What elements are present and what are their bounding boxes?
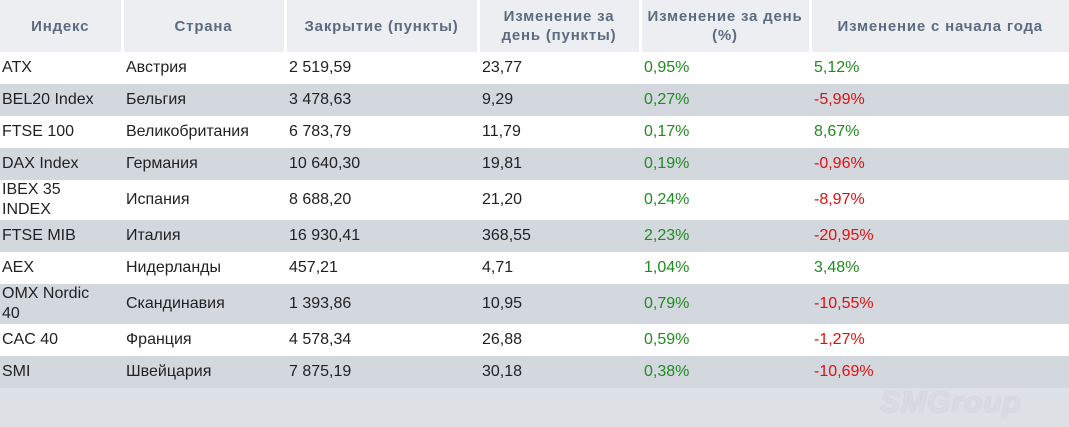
table-cell: -20,95% xyxy=(810,220,1069,252)
table-cell: 0,79% xyxy=(640,284,810,324)
table-cell: 0,19% xyxy=(640,148,810,180)
table-cell: OMX Nordic 40 xyxy=(0,284,122,324)
watermark: SMGroup xyxy=(880,386,1022,419)
table-cell: -8,97% xyxy=(810,180,1069,220)
table-cell: 9,29 xyxy=(478,84,640,116)
column-header: Изменение с начала года xyxy=(810,0,1069,52)
column-header: Индекс xyxy=(0,0,124,52)
table-row: AEX Нидерланды 457,21 4,71 1,04% 3,48% xyxy=(0,252,1069,284)
table-cell: 0,38% xyxy=(640,356,810,388)
table-row: FTSE 100 Великобритания 6 783,79 11,79 0,17%… xyxy=(0,116,1069,148)
table-cell: -10,69% xyxy=(810,356,1069,388)
table-cell: Франция xyxy=(122,324,285,356)
table-cell: 21,20 xyxy=(478,180,640,220)
table-row: OMX Nordic 40 Скандинавия 1 393,86 10,95 0,7… xyxy=(0,284,1069,324)
table-cell: 0,59% xyxy=(640,324,810,356)
header-row: Индекс Страна Закрытие (пункты) Изменение з… xyxy=(0,0,1069,52)
table-cell: 368,55 xyxy=(478,220,640,252)
table-cell: Бельгия xyxy=(122,84,285,116)
table-cell: 4,71 xyxy=(478,252,640,284)
table-cell: FTSE 100 xyxy=(0,116,122,148)
table-cell: -0,96% xyxy=(810,148,1069,180)
table-cell: 26,88 xyxy=(478,324,640,356)
table-cell: AEX xyxy=(0,252,122,284)
table-cell: Австрия xyxy=(122,52,285,84)
column-header: Страна xyxy=(122,0,287,52)
table-cell: BEL20 Index xyxy=(0,84,122,116)
table-cell: 1,04% xyxy=(640,252,810,284)
table-cell: 0,95% xyxy=(640,52,810,84)
index-table: Индекс Страна Закрытие (пункты) Изменение з… xyxy=(0,0,1069,388)
table-cell: -10,55% xyxy=(810,284,1069,324)
table-cell: Швейцария xyxy=(122,356,285,388)
table-cell: Великобритания xyxy=(122,116,285,148)
table-cell: 19,81 xyxy=(478,148,640,180)
table-cell: Германия xyxy=(122,148,285,180)
table-row: DAX Index Германия 10 640,30 19,81 0,19% -0,9… xyxy=(0,148,1069,180)
table-cell: 10,95 xyxy=(478,284,640,324)
table-row: IBEX 35 INDEX Испания 8 688,20 21,20 0,24% -8… xyxy=(0,180,1069,220)
table-cell: 0,24% xyxy=(640,180,810,220)
column-header: Изменение за день (пункты) xyxy=(478,0,642,52)
table-cell: 8 688,20 xyxy=(285,180,478,220)
table-cell: 11,79 xyxy=(478,116,640,148)
table-cell: IBEX 35 INDEX xyxy=(0,180,122,220)
table-cell: Италия xyxy=(122,220,285,252)
table-cell: Нидерланды xyxy=(122,252,285,284)
table-cell: Скандинавия xyxy=(122,284,285,324)
table-cell: 5,12% xyxy=(810,52,1069,84)
column-header: Закрытие (пункты) xyxy=(285,0,480,52)
table-cell: -5,99% xyxy=(810,84,1069,116)
table-cell: 457,21 xyxy=(285,252,478,284)
table-row: FTSE MIB Италия 16 930,41 368,55 2,23% -20,95… xyxy=(0,220,1069,252)
table-cell: 23,77 xyxy=(478,52,640,84)
table-cell: 8,67% xyxy=(810,116,1069,148)
table-cell: 0,17% xyxy=(640,116,810,148)
table-cell: 3,48% xyxy=(810,252,1069,284)
table-cell: CAC 40 xyxy=(0,324,122,356)
table-cell: 0,27% xyxy=(640,84,810,116)
table-cell: 30,18 xyxy=(478,356,640,388)
table-row: SMI Швейцария 7 875,19 30,18 0,38% -10,69% xyxy=(0,356,1069,388)
table-row: ATX Австрия 2 519,59 23,77 0,95% 5,12% xyxy=(0,52,1069,84)
table-cell: 6 783,79 xyxy=(285,116,478,148)
table-cell: ATX xyxy=(0,52,122,84)
table-cell: SMI xyxy=(0,356,122,388)
table-row: BEL20 Index Бельгия 3 478,63 9,29 0,27% -5,99… xyxy=(0,84,1069,116)
table-cell: 2 519,59 xyxy=(285,52,478,84)
table-cell: 10 640,30 xyxy=(285,148,478,180)
table-cell: -1,27% xyxy=(810,324,1069,356)
table-row: CAC 40 Франция 4 578,34 26,88 0,59% -1,27% xyxy=(0,324,1069,356)
table-cell: 2,23% xyxy=(640,220,810,252)
table-cell: 4 578,34 xyxy=(285,324,478,356)
table-cell: 1 393,86 xyxy=(285,284,478,324)
table-cell: Испания xyxy=(122,180,285,220)
table-body: ATX Австрия 2 519,59 23,77 0,95% 5,12% BEL20 I… xyxy=(0,52,1069,388)
table-cell: 16 930,41 xyxy=(285,220,478,252)
table-cell: 3 478,63 xyxy=(285,84,478,116)
column-header: Изменение за день (%) xyxy=(640,0,812,52)
table-cell: 7 875,19 xyxy=(285,356,478,388)
table-cell: DAX Index xyxy=(0,148,122,180)
table-cell: FTSE MIB xyxy=(0,220,122,252)
